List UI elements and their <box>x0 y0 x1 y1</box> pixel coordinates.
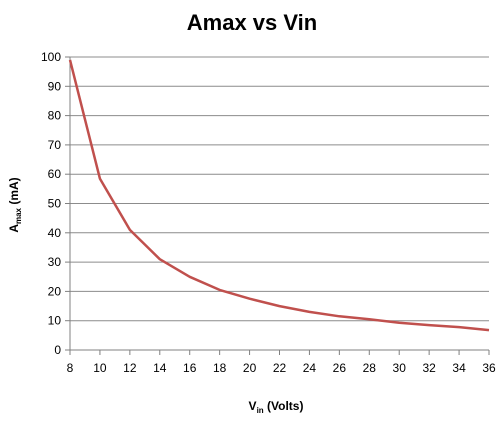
y-tick-label: 50 <box>48 197 62 211</box>
x-axis-label-rest: (Volts) <box>264 399 304 413</box>
x-tick-label: 14 <box>153 361 167 375</box>
y-tick-label: 20 <box>48 284 62 298</box>
x-axis-label-main: V <box>249 399 257 413</box>
y-tick-label: 0 <box>54 343 61 357</box>
x-tick-label: 24 <box>303 361 317 375</box>
x-tick-label: 26 <box>333 361 347 375</box>
axes <box>65 56 490 355</box>
x-tick-label: 20 <box>243 361 257 375</box>
y-axis-label: Amax (mA) <box>7 177 23 232</box>
x-tick-label: 16 <box>183 361 197 375</box>
x-tick-label: 30 <box>393 361 407 375</box>
x-tick-label: 12 <box>123 361 137 375</box>
x-tick-label: 18 <box>213 361 227 375</box>
y-tick-label: 30 <box>48 255 62 269</box>
gridlines <box>70 56 489 322</box>
y-axis-label-sub: max <box>14 207 23 224</box>
y-tick-label: 90 <box>48 79 62 93</box>
y-tick-label: 60 <box>48 167 62 181</box>
y-axis-label-main: A <box>7 224 21 233</box>
x-tick-label: 8 <box>67 361 74 375</box>
y-tick-label: 40 <box>48 226 62 240</box>
y-tick-label: 70 <box>48 138 62 152</box>
x-tick-label: 32 <box>422 361 436 375</box>
chart-title: Amax vs Vin <box>187 10 317 35</box>
y-tick-label: 10 <box>48 314 62 328</box>
x-axis-label: Vin (Volts) <box>249 399 304 415</box>
series-line-0 <box>68 59 490 332</box>
y-tick-label: 100 <box>41 50 61 64</box>
x-tick-label: 22 <box>273 361 287 375</box>
y-tick-labels: 0 10 20 30 40 50 60 70 80 90 100 <box>41 50 61 357</box>
x-tick-label: 34 <box>452 361 466 375</box>
x-tick-label: 36 <box>482 361 496 375</box>
x-axis-label-sub: in <box>257 406 264 415</box>
x-tick-label: 28 <box>363 361 377 375</box>
y-tick-label: 80 <box>48 109 62 123</box>
series-lines <box>68 59 490 332</box>
x-tick-labels: 8 10 12 14 16 18 20 22 24 26 28 30 32 34 36 <box>67 361 496 375</box>
y-axis-label-rest: (mA) <box>7 177 21 208</box>
x-tick-label: 10 <box>93 361 107 375</box>
